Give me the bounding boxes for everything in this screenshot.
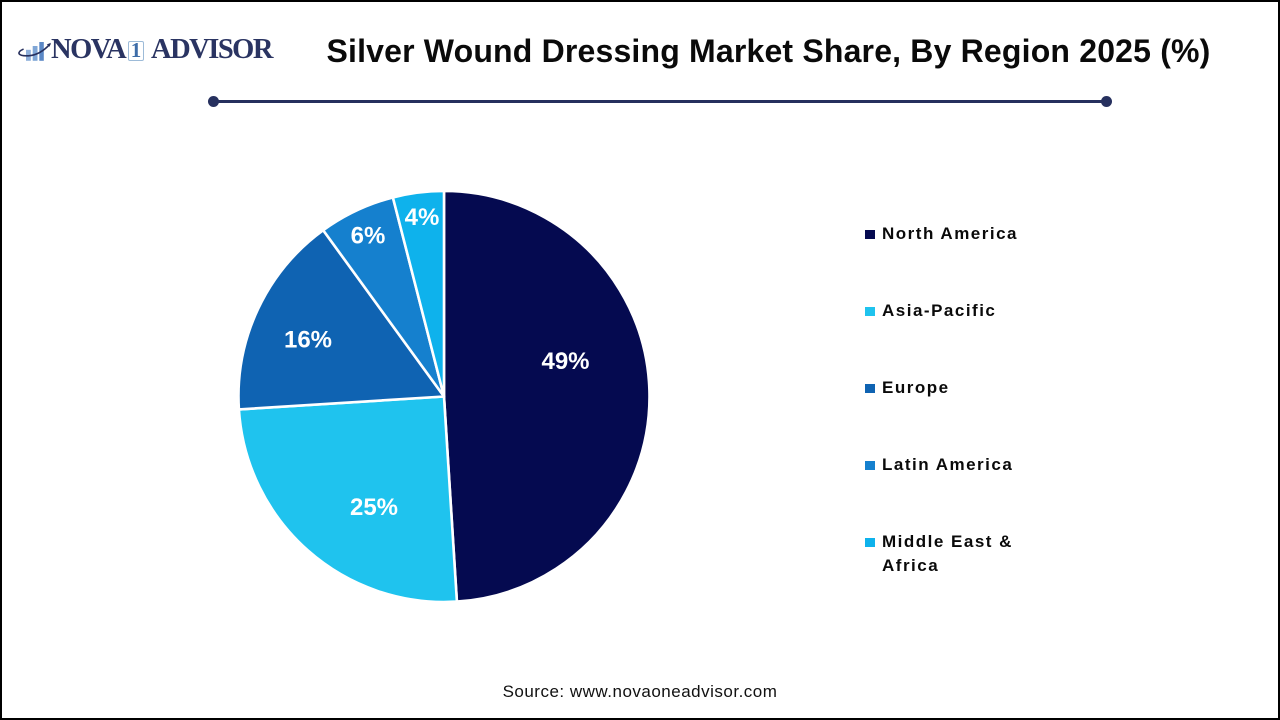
svg-text:25%: 25% [350, 494, 398, 521]
svg-text:16%: 16% [284, 327, 332, 354]
svg-text:49%: 49% [541, 348, 589, 375]
svg-text:4%: 4% [405, 204, 440, 231]
svg-text:6%: 6% [351, 223, 386, 250]
